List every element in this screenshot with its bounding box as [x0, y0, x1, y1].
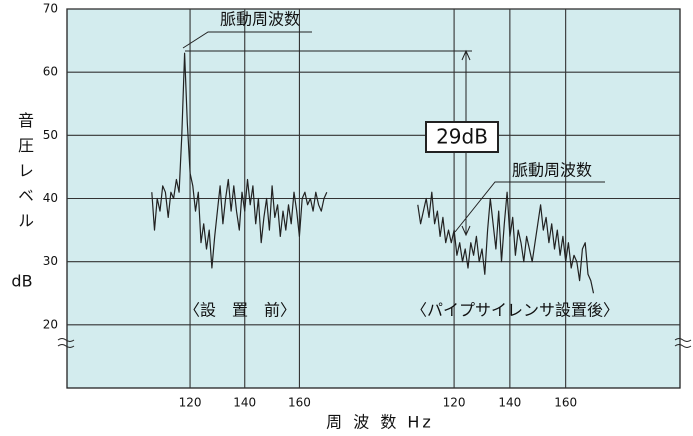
axis-break	[57, 338, 75, 348]
y-tick-label: 70	[43, 2, 58, 16]
x-axis-title: 周 波 数 Hz	[326, 413, 434, 432]
annotation-box	[425, 121, 499, 153]
y-tick-label: 40	[43, 191, 58, 205]
annotation: 脈動周波数	[512, 161, 592, 180]
panel-label: 〈設 置 前〉	[184, 301, 296, 320]
x-tick-label: 120	[443, 396, 466, 410]
series-line	[151, 52, 328, 269]
y-tick-label: 60	[43, 65, 58, 79]
x-tick-label: 140	[498, 396, 521, 410]
y-tick-label: 50	[43, 128, 58, 142]
axis-break	[674, 338, 692, 348]
leader-line	[454, 181, 605, 233]
panel-label: 〈パイプサイレンサ設置後〉	[411, 301, 619, 320]
annotation: 脈動周波数	[220, 10, 300, 29]
marks	[151, 52, 595, 294]
annotation: 29dB	[436, 125, 488, 149]
x-tick-label: 160	[554, 396, 577, 410]
grid	[67, 8, 680, 388]
x-tick-label: 140	[233, 396, 256, 410]
y-tick-label: 20	[43, 317, 58, 331]
x-tick-label: 160	[288, 396, 311, 410]
series-line	[417, 191, 595, 294]
x-tick-label: 120	[179, 396, 202, 410]
leader-line	[182, 31, 312, 49]
y-tick-label: 30	[43, 254, 58, 268]
y-axis-unit: dB	[11, 272, 32, 291]
y-axis-title: 音圧レベル	[15, 112, 34, 237]
